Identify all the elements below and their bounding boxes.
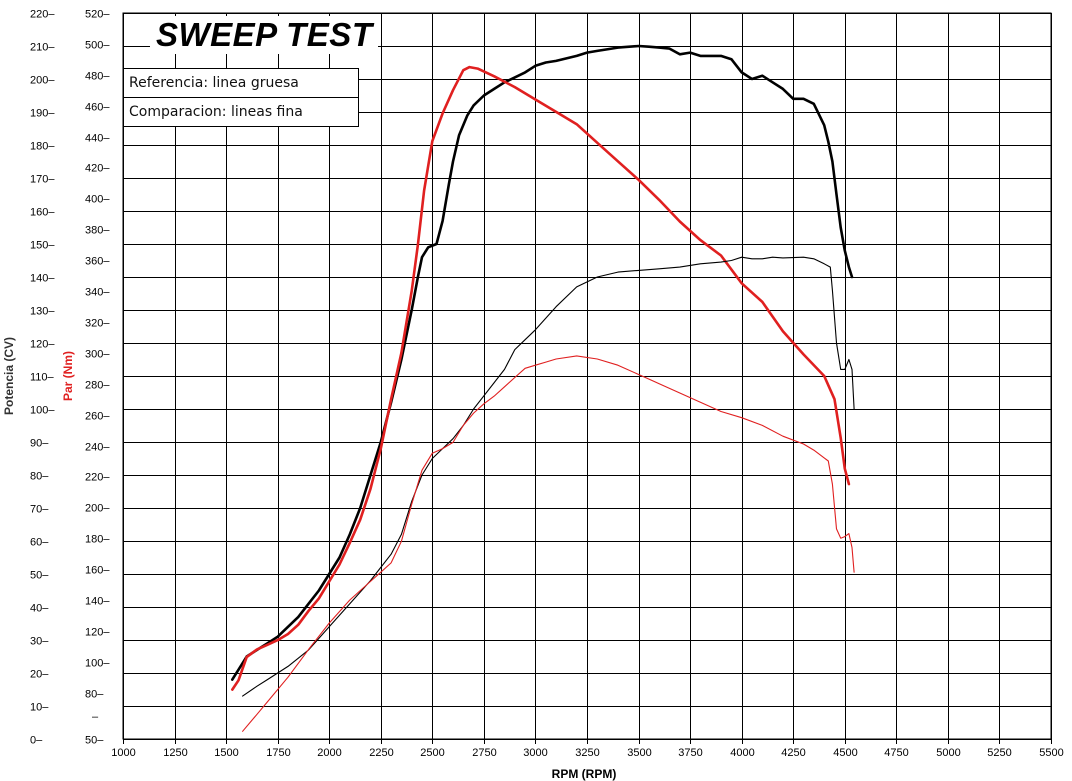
x-tick-label: 4500 [833, 747, 857, 759]
torque-tick-label: 440– [85, 133, 110, 145]
x-tick-label: 3500 [627, 747, 651, 759]
power-tick-label: 30– [30, 636, 49, 648]
torque-tick-label: 280– [85, 380, 110, 392]
torque-thick-line [231, 65, 851, 691]
torque-tick-label: 160– [85, 565, 110, 577]
legend-entry-reference: Referencia: linea gruesa [129, 75, 299, 91]
torque-tick-label: 180– [85, 534, 110, 546]
power-tick-label: 170– [30, 174, 55, 186]
torque-tick-label: – [92, 711, 99, 723]
torque-tick-label: 360– [85, 256, 110, 268]
x-tick-label: 5500 [1039, 747, 1063, 759]
torque-tick-label: 480– [85, 71, 110, 83]
power-tick-label: 140– [30, 273, 55, 285]
torque-tick-label: 100– [85, 658, 110, 670]
y-axis-title-torque: Par (Nm) [61, 351, 75, 401]
x-tick-label: 1500 [214, 747, 238, 759]
power-tick-label: 80– [30, 471, 49, 483]
x-tick-label: 5000 [936, 747, 960, 759]
torque-tick-label: 460– [85, 102, 110, 114]
x-tick-label: 4250 [781, 747, 805, 759]
power-tick-label: 160– [30, 207, 55, 219]
chart-title: SWEEP TEST [150, 16, 379, 54]
torque-tick-label: 140– [85, 596, 110, 608]
legend: Referencia: linea gruesa Comparacion: li… [123, 68, 359, 127]
x-tick-label: 1250 [163, 747, 187, 759]
torque-tick-label: 320– [85, 318, 110, 330]
x-tick-label: 5250 [987, 747, 1011, 759]
torque-tick-label: 340– [85, 287, 110, 299]
torque-tick-label: 80– [85, 689, 104, 701]
torque-tick-label: 520– [85, 9, 110, 21]
torque-thin-line [242, 355, 855, 732]
power-tick-label: 210– [30, 42, 55, 54]
power-tick-label: 120– [30, 339, 55, 351]
power-tick-label: 130– [30, 306, 55, 318]
grid [122, 12, 1052, 740]
torque-tick-label: 300– [85, 349, 110, 361]
torque-tick-label: 380– [85, 225, 110, 237]
power-tick-label: 0– [30, 735, 43, 747]
rpm-axis: 1000 1250 1500 1750 2000 2250 2500 2750 3000 3250… [111, 739, 1064, 759]
power-thin-line [242, 256, 855, 697]
power-tick-label: 180– [30, 141, 55, 153]
power-tick-label: 150– [30, 240, 55, 252]
x-tick-label: 1000 [111, 747, 135, 759]
power-tick-label: 90– [30, 438, 49, 450]
torque-axis: 50– 80– 100– 120– 140– 160– 180– 200– 220– 240– 26… [85, 9, 110, 747]
x-tick-label: 3000 [523, 747, 547, 759]
x-tick-label: 2750 [472, 747, 496, 759]
power-tick-label: 20– [30, 669, 49, 681]
x-tick-label: 4000 [730, 747, 754, 759]
x-tick-label: 4750 [884, 747, 908, 759]
x-tick-label: 3750 [678, 747, 702, 759]
series-layer [231, 44, 855, 732]
power-tick-label: 70– [30, 504, 49, 516]
torque-tick-label: 420– [85, 163, 110, 175]
x-tick-label: 1750 [266, 747, 290, 759]
torque-tick-label: 200– [85, 503, 110, 515]
legend-entry-comparison: Comparacion: lineas fina [124, 97, 358, 126]
power-axis: 0– 10– 20– 30– 40– 50– 60– 70– 80– 90– 100– 110– 120… [30, 9, 55, 747]
power-tick-label: 200– [30, 75, 55, 87]
power-tick-label: 220– [30, 9, 55, 21]
power-thick-line [231, 44, 854, 681]
torque-tick-label: 500– [85, 40, 110, 52]
torque-tick-label: 260– [85, 411, 110, 423]
torque-tick-label: 400– [85, 194, 110, 206]
power-tick-label: 40– [30, 603, 49, 615]
torque-tick-label: 220– [85, 472, 110, 484]
x-tick-label: 3250 [575, 747, 599, 759]
power-tick-label: 110– [30, 372, 55, 384]
power-tick-label: 50– [30, 570, 49, 582]
x-axis-title: RPM (RPM) [552, 767, 617, 781]
torque-tick-label: 50– [85, 735, 104, 747]
y-axis-title-power: Potencia (CV) [2, 337, 16, 415]
x-tick-label: 2500 [420, 747, 444, 759]
torque-tick-label: 120– [85, 627, 110, 639]
power-tick-label: 190– [30, 108, 55, 120]
power-tick-label: 100– [30, 405, 55, 417]
power-tick-label: 60– [30, 537, 49, 549]
x-tick-label: 2000 [317, 747, 341, 759]
power-tick-label: 10– [30, 702, 49, 714]
torque-tick-label: 240– [85, 442, 110, 454]
x-tick-label: 2250 [369, 747, 393, 759]
